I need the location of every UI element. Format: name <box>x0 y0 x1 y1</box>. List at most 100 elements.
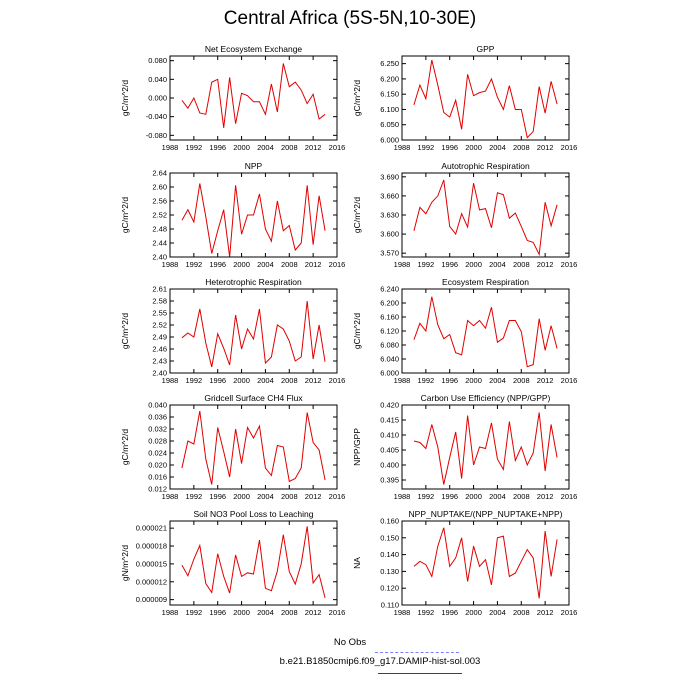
x-tick-label: 2016 <box>561 492 578 501</box>
y-tick-label: 0.400 <box>380 461 399 470</box>
x-tick-label: 1988 <box>394 260 411 269</box>
panel-title: Autotrophic Respiration <box>441 161 530 171</box>
x-tick-label: 2004 <box>489 143 506 152</box>
x-tick-label: 2016 <box>561 143 578 152</box>
series-line <box>413 527 558 599</box>
y-tick-label: 6.150 <box>380 90 399 99</box>
y-axis-label: gC/m^2/d <box>352 80 362 116</box>
y-tick-label: 3.660 <box>380 191 399 200</box>
y-tick-label: 0.040 <box>148 401 167 410</box>
chart-panel-1: Net Ecosystem Exchange gC/m^2/d 1988 1992 19… <box>120 44 345 152</box>
x-tick-label: 2008 <box>513 492 530 501</box>
y-tick-label: 3.600 <box>380 230 399 239</box>
y-tick-label: 0.150 <box>380 533 399 542</box>
series-line <box>413 59 558 139</box>
x-tick-label: 1992 <box>418 260 435 269</box>
chart-panel-10: NPP_NUPTAKE/(NPP_NUPTAKE+NPP) NA 1988 1992 1… <box>352 509 577 617</box>
x-tick-label: 1988 <box>394 143 411 152</box>
y-tick-label: 2.40 <box>152 253 167 262</box>
y-tick-label: 0.415 <box>380 416 399 425</box>
x-tick-label: 2016 <box>561 608 578 617</box>
panel-title: Carbon Use Efficiency (NPP/GPP) <box>421 393 551 403</box>
y-axis-label: gC/m^2/d <box>120 197 130 233</box>
y-tick-label: 2.49 <box>152 333 167 342</box>
series-line <box>181 410 326 485</box>
x-tick-label: 2012 <box>305 376 322 385</box>
x-tick-label: 2000 <box>233 143 250 152</box>
y-tick-label: 6.250 <box>380 59 399 68</box>
plot-frame <box>401 520 570 606</box>
y-tick-label: 3.690 <box>380 172 399 181</box>
y-axis-label: gC/m^2/d <box>352 313 362 349</box>
y-tick-label: 3.630 <box>380 211 399 220</box>
x-tick-label: 1992 <box>418 608 435 617</box>
x-tick-label: 2016 <box>329 143 346 152</box>
y-tick-label: -0.080 <box>146 131 167 140</box>
y-tick-label: 6.200 <box>380 299 399 308</box>
x-tick-label: 1996 <box>209 260 226 269</box>
y-tick-label: 0.405 <box>380 446 399 455</box>
y-tick-label: 0.000021 <box>136 524 167 533</box>
x-tick-label: 1992 <box>418 143 435 152</box>
series-line <box>181 183 326 258</box>
x-tick-label: 2000 <box>233 376 250 385</box>
x-tick-label: 2012 <box>537 492 554 501</box>
chart-panel-4: Autotrophic Respiration gC/m^2/d 1988 1992 1… <box>352 161 577 269</box>
panel-title: Gridcell Surface CH4 Flux <box>204 393 303 403</box>
y-axis-label: gC/m^2/d <box>120 80 130 116</box>
y-tick-label: 0.000018 <box>136 542 167 551</box>
y-tick-label: 0.110 <box>381 601 399 610</box>
panel-title: Heterotrophic Respiration <box>205 277 302 287</box>
x-tick-label: 2004 <box>257 260 274 269</box>
x-tick-label: 1996 <box>441 376 458 385</box>
x-tick-label: 1988 <box>162 492 179 501</box>
chart-panel-2: GPP gC/m^2/d 1988 1992 1996 2000 2004 2008 2012 2… <box>352 44 577 152</box>
x-tick-label: 1996 <box>209 376 226 385</box>
y-tick-label: 0.410 <box>380 431 399 440</box>
y-tick-label: 2.55 <box>152 309 167 318</box>
x-tick-label: 2012 <box>305 260 322 269</box>
y-tick-label: 0.036 <box>148 413 167 422</box>
x-tick-label: 1992 <box>186 492 203 501</box>
x-tick-label: 2016 <box>561 376 578 385</box>
x-tick-label: 1992 <box>418 376 435 385</box>
y-tick-label: 6.160 <box>380 313 399 322</box>
plot-frame <box>169 288 338 374</box>
series-line <box>413 179 558 257</box>
y-tick-label: 2.60 <box>152 183 167 192</box>
plot-frame <box>401 404 570 490</box>
panel-title: NPP_NUPTAKE/(NPP_NUPTAKE+NPP) <box>409 509 563 519</box>
y-tick-label: 2.52 <box>152 211 167 220</box>
series-line <box>181 63 326 128</box>
y-tick-label: 2.61 <box>152 285 167 294</box>
x-tick-label: 2012 <box>305 608 322 617</box>
y-tick-label: 2.56 <box>152 197 167 206</box>
x-tick-label: 1992 <box>186 260 203 269</box>
y-tick-label: 0.000015 <box>136 559 167 568</box>
y-axis-label: NPP/GPP <box>352 428 362 466</box>
x-tick-label: 1988 <box>394 608 411 617</box>
x-tick-label: 2016 <box>329 376 346 385</box>
series-line <box>413 296 558 368</box>
x-tick-label: 1988 <box>394 376 411 385</box>
series-line <box>413 412 558 485</box>
x-tick-label: 2012 <box>537 376 554 385</box>
y-tick-label: 0.012 <box>148 485 167 494</box>
panel-title: Ecosystem Respiration <box>442 277 529 287</box>
plot-frame <box>169 404 338 490</box>
x-tick-label: 2004 <box>257 143 274 152</box>
x-tick-label: 2000 <box>465 376 482 385</box>
x-tick-label: 1992 <box>418 492 435 501</box>
x-tick-label: 1988 <box>162 376 179 385</box>
y-tick-label: 0.395 <box>380 476 399 485</box>
x-tick-label: 2004 <box>489 608 506 617</box>
figure-title: Central Africa (5S-5N,10-30E) <box>223 8 477 29</box>
y-tick-label: 3.570 <box>380 249 399 258</box>
panel-title: Soil NO3 Pool Loss to Leaching <box>193 509 313 519</box>
y-tick-label: 6.000 <box>380 136 399 145</box>
x-tick-label: 1992 <box>186 608 203 617</box>
plot-frame <box>169 520 338 606</box>
x-tick-label: 2008 <box>281 492 298 501</box>
x-tick-label: 2000 <box>465 608 482 617</box>
